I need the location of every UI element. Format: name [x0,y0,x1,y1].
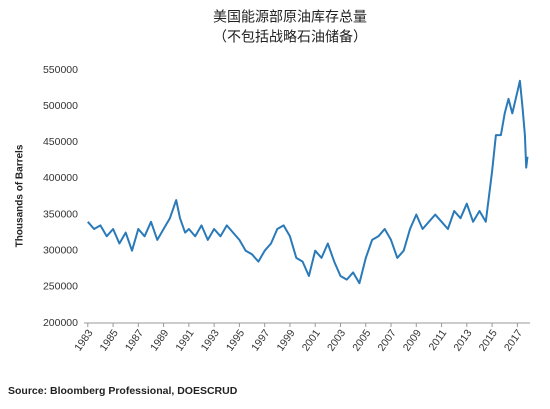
y-axis-title: Thousands of Barrels [15,144,26,247]
x-tick-label: 2017 [502,327,525,353]
x-tick-label: 2005 [350,327,373,353]
x-tick-label: 1995 [224,327,247,353]
source-note: Source: Bloomberg Professional, DOESCRUD [8,385,238,397]
x-tick-label: 2001 [300,327,323,353]
x-tick-label: 2013 [451,327,474,353]
y-tick-label: 300000 [43,244,78,256]
x-tick-label: 1999 [274,327,297,353]
x-tick-label: 2015 [477,327,500,353]
chart-subtitle: （不包括战略石油储备） [213,29,367,45]
chart-title: 美国能源部原油库存总量 [213,9,367,25]
data-line [87,79,529,285]
y-tick-label: 250000 [43,281,78,293]
y-tick-label: 450000 [43,136,78,148]
x-tick-label: 2007 [376,327,399,353]
x-tick-label: 1991 [173,327,196,353]
y-tick-label: 200000 [43,317,78,329]
x-tick-label: 2011 [427,327,450,353]
x-tick-label: 1983 [72,327,95,353]
x-tick-label: 2009 [401,327,424,353]
x-tick-label: 1989 [148,327,171,353]
x-tick-label: 1993 [199,327,222,353]
x-tick-label: 1985 [98,327,121,353]
x-tick-label: 1987 [123,327,146,353]
y-tick-label: 500000 [43,100,78,112]
y-tick-label: 350000 [43,208,78,220]
y-tick-label: 400000 [43,172,78,184]
x-tick-label: 2003 [325,327,348,353]
y-tick-label: 550000 [43,64,78,76]
x-tick-label: 1997 [249,327,272,353]
